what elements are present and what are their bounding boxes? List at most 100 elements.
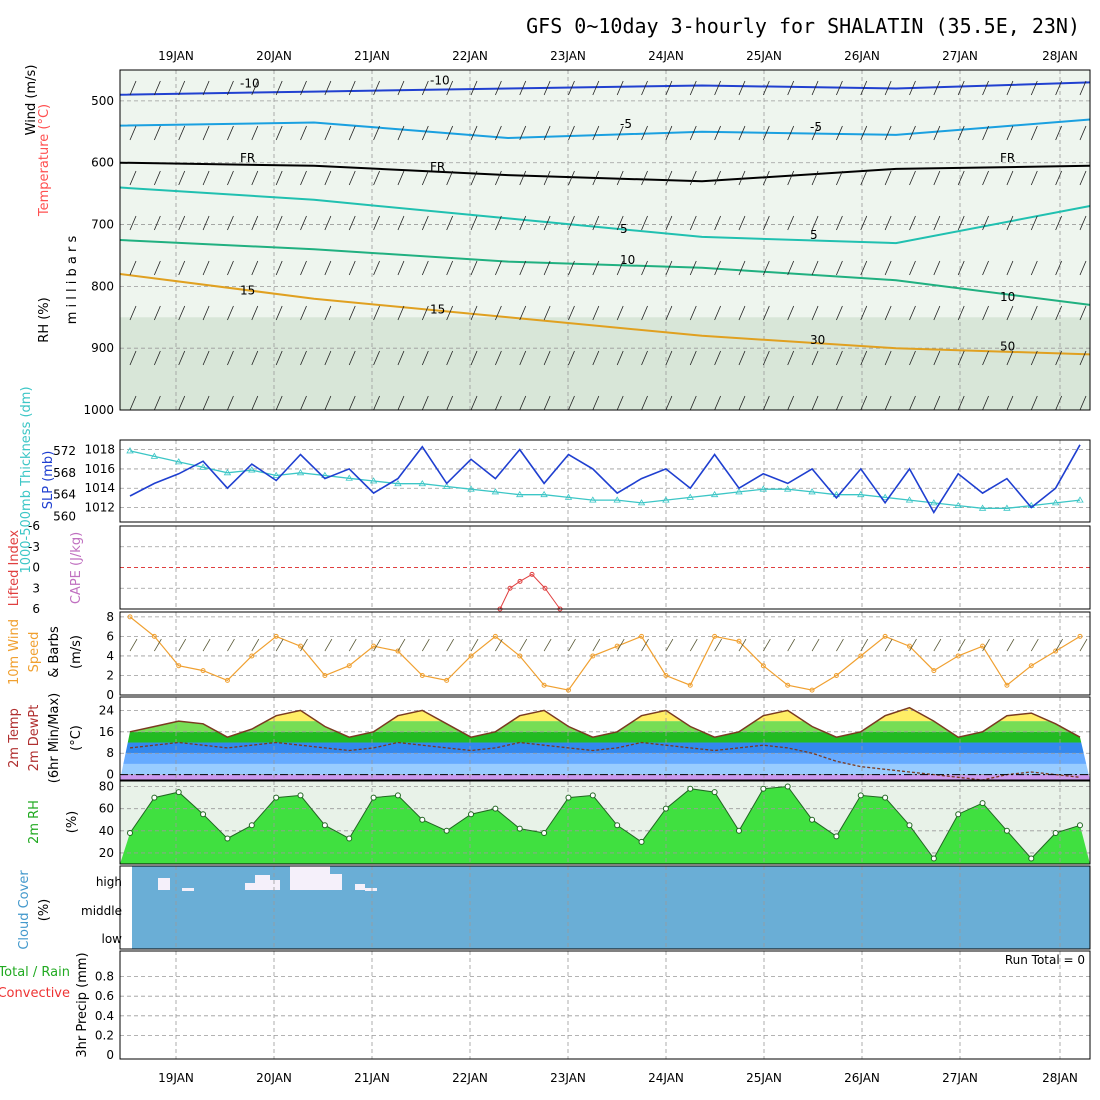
wind-barb: [1030, 125, 1038, 141]
wind-speed-point: [273, 633, 279, 639]
wind-barb: [519, 80, 527, 96]
wind-barb: [543, 638, 552, 652]
wind-barb: [129, 638, 138, 652]
wind-barb: [227, 260, 234, 276]
wind-barb: [397, 125, 405, 141]
wind-barb: [957, 638, 966, 652]
rh-point: [200, 811, 207, 818]
top-date-label: 23JAN: [550, 49, 586, 63]
wind-barb: [957, 305, 965, 321]
li-tick-label: 0: [32, 561, 40, 575]
wind-barb: [495, 638, 503, 652]
rh-point: [370, 794, 377, 801]
thickness-point: [467, 485, 475, 492]
wind-barb: [689, 125, 697, 141]
wind-barb: [348, 305, 356, 321]
li-tick-label: -3: [28, 540, 40, 554]
wind-barb: [202, 80, 210, 96]
li-ylabel: CAPE (J/kg): [69, 532, 84, 604]
wind-barb: [227, 350, 234, 366]
wind-barb: [592, 170, 600, 186]
isotherm-label: -5: [810, 120, 822, 134]
wind-barb: [1006, 638, 1015, 652]
wind-barb: [202, 350, 210, 366]
wind-ylabel: Speed: [27, 632, 42, 673]
thickness-point: [589, 496, 597, 503]
temp-frame: [119, 696, 1091, 781]
wind-barb: [153, 260, 161, 276]
wind-barb: [762, 350, 770, 366]
top-date-label: 19JAN: [158, 49, 194, 63]
wind-barb: [592, 350, 600, 366]
wind-barb: [592, 80, 600, 96]
wind-barb: [811, 638, 820, 652]
wind-barb: [787, 125, 795, 141]
wind-barb: [884, 170, 892, 186]
wind-barb: [129, 170, 137, 186]
isotherm-line: [119, 118, 1091, 140]
bottom-date-label: 27JAN: [942, 1071, 978, 1085]
wind-barb: [348, 80, 356, 96]
wind-barb: [689, 305, 697, 321]
wind-frame: [119, 611, 1091, 696]
profile-ytick-label: 800: [91, 279, 114, 293]
thickness-point: [540, 490, 548, 498]
wind-barb: [665, 305, 673, 321]
wind-speed-point: [712, 633, 718, 639]
wind-barb: [421, 80, 429, 96]
profile-rh-shading: [120, 317, 1090, 410]
wind-barb: [641, 305, 648, 321]
rh-point: [516, 825, 523, 832]
wind-barb: [1055, 215, 1063, 231]
wind-barb: [495, 80, 502, 96]
thickness-point: [394, 479, 402, 487]
wind-barb: [348, 260, 356, 276]
wind-barb: [665, 638, 674, 652]
cloud-frame: [119, 865, 1091, 950]
wind-barb: [421, 638, 430, 652]
wind-barb: [202, 260, 210, 276]
wind-barb: [933, 638, 942, 652]
wind-barb: [275, 125, 283, 141]
wind-barb: [616, 260, 624, 276]
wind-barb: [738, 215, 746, 231]
wind-barb: [714, 305, 721, 321]
wind-barb: [1079, 125, 1087, 141]
wind-speed-point: [346, 663, 352, 669]
wind-barb: [884, 638, 893, 652]
wind-barb: [884, 215, 892, 231]
wind-barb: [982, 638, 990, 652]
bottom-date-label: 21JAN: [354, 1071, 390, 1085]
wind-barb: [933, 125, 941, 141]
wind-barb: [982, 125, 989, 141]
wind-barb: [178, 305, 186, 321]
cloud-gap: [270, 880, 280, 890]
rh-point: [1052, 830, 1059, 837]
wind-barb: [836, 395, 843, 411]
wind-barb: [519, 125, 527, 141]
wind-barb: [275, 260, 283, 276]
wind-barb: [178, 260, 186, 276]
wind-barb: [421, 305, 429, 321]
rh-point: [930, 855, 937, 862]
wind-barb: [543, 260, 551, 276]
wind-barb: [762, 215, 770, 231]
wind-barb: [1006, 350, 1014, 366]
wind-barb: [836, 215, 843, 231]
top-date-label: 27JAN: [942, 49, 978, 63]
rh-point: [662, 805, 669, 812]
wind-barb: [202, 305, 210, 321]
wind-barb: [982, 305, 989, 321]
thickness-point: [613, 496, 621, 503]
wind-barb: [909, 80, 916, 96]
wind-barb: [811, 215, 819, 231]
bottom-date-label: 25JAN: [746, 1071, 782, 1085]
wind-barb: [421, 215, 429, 231]
temp-ylabel: 2m Temp: [7, 708, 22, 768]
wind-barb: [616, 638, 625, 652]
wind-barb: [348, 125, 356, 141]
rh-line: [129, 785, 1081, 860]
wind-barb: [1006, 170, 1014, 186]
wind-barb: [568, 638, 576, 652]
wind-barb: [860, 260, 868, 276]
